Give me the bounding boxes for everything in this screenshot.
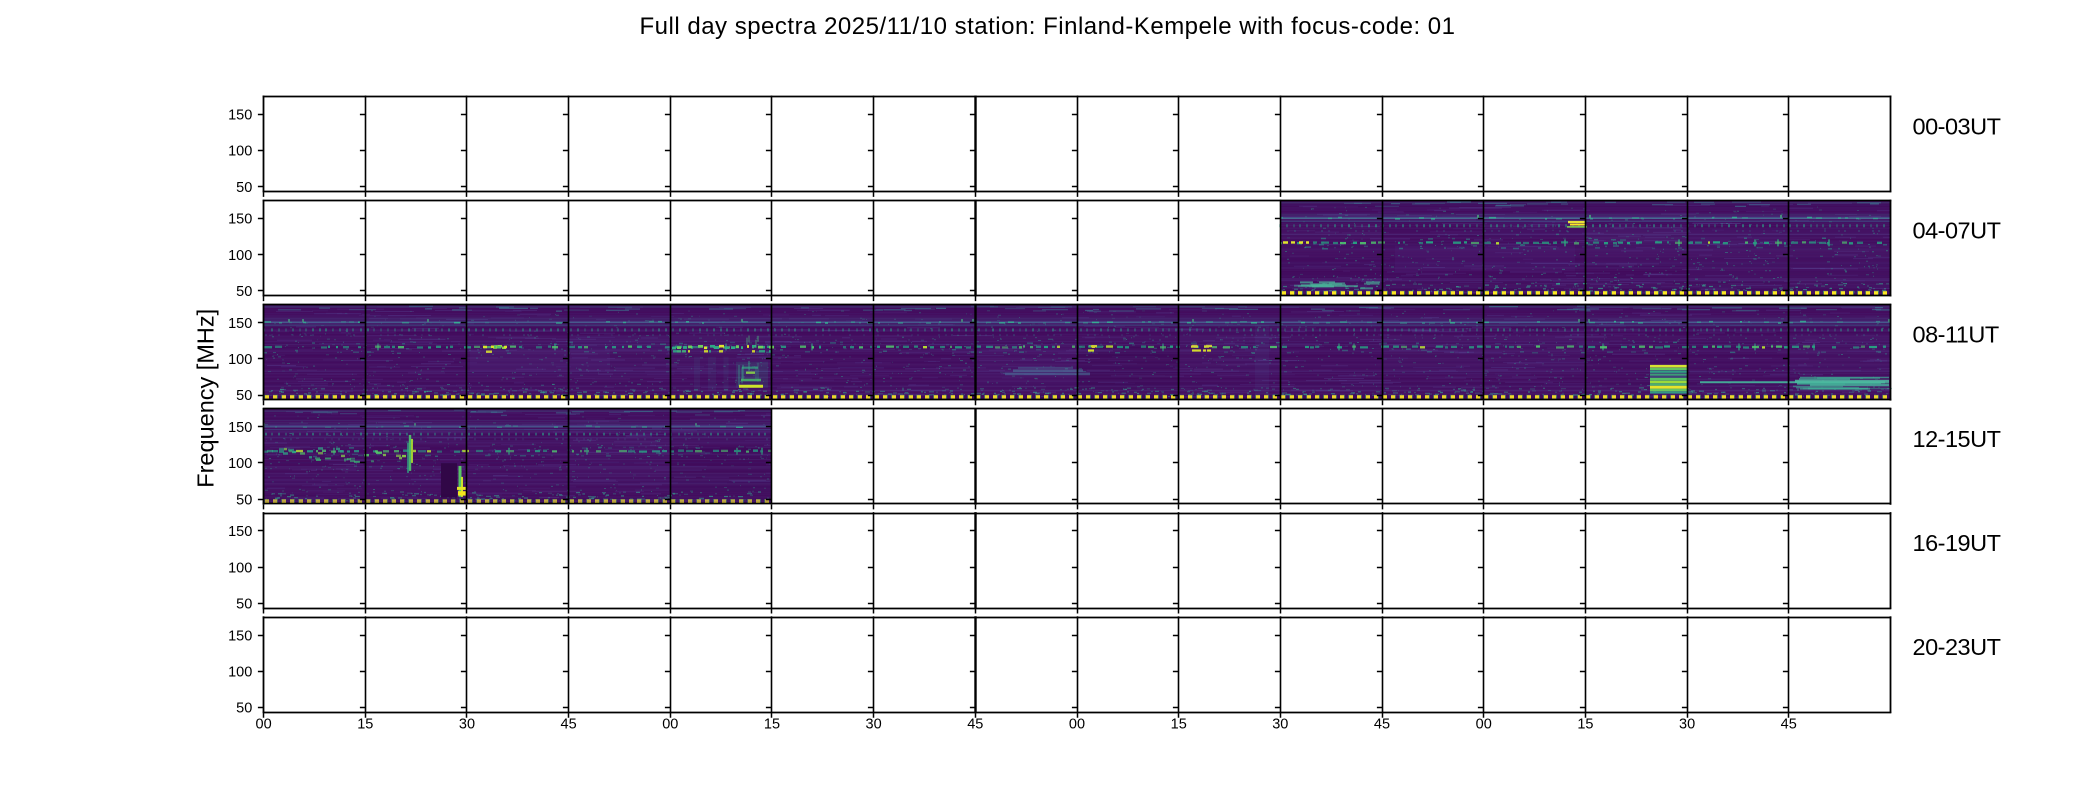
svg-text:00: 00 xyxy=(1069,717,1085,733)
svg-text:100: 100 xyxy=(228,665,252,681)
svg-text:100: 100 xyxy=(228,248,252,264)
svg-text:50: 50 xyxy=(236,284,252,300)
svg-text:04-07UT: 04-07UT xyxy=(1913,218,2001,244)
svg-text:Full day spectra 2025/11/10 st: Full day spectra 2025/11/10 station: Fin… xyxy=(640,13,1456,40)
svg-text:150: 150 xyxy=(228,108,252,124)
svg-text:50: 50 xyxy=(236,180,252,196)
svg-text:45: 45 xyxy=(1781,717,1797,733)
svg-text:150: 150 xyxy=(228,420,252,436)
svg-text:45: 45 xyxy=(967,717,983,733)
svg-text:45: 45 xyxy=(561,717,577,733)
svg-text:15: 15 xyxy=(1171,717,1187,733)
svg-text:30: 30 xyxy=(459,717,475,733)
svg-text:08-11UT: 08-11UT xyxy=(1913,322,1999,348)
svg-text:100: 100 xyxy=(228,144,252,160)
svg-text:Frequency [MHz]: Frequency [MHz] xyxy=(193,309,219,488)
svg-text:100: 100 xyxy=(228,456,252,472)
svg-text:15: 15 xyxy=(1577,717,1593,733)
svg-text:30: 30 xyxy=(866,717,882,733)
svg-text:150: 150 xyxy=(228,212,252,228)
svg-text:15: 15 xyxy=(357,717,373,733)
svg-text:50: 50 xyxy=(236,492,252,508)
svg-text:50: 50 xyxy=(236,388,252,404)
svg-text:150: 150 xyxy=(228,524,252,540)
svg-text:30: 30 xyxy=(1272,717,1288,733)
svg-text:150: 150 xyxy=(228,316,252,332)
svg-text:30: 30 xyxy=(1679,717,1695,733)
svg-text:00: 00 xyxy=(256,717,272,733)
svg-text:100: 100 xyxy=(228,352,252,368)
svg-text:16-19UT: 16-19UT xyxy=(1913,530,2001,556)
svg-text:50: 50 xyxy=(236,701,252,717)
svg-text:50: 50 xyxy=(236,597,252,613)
svg-text:12-15UT: 12-15UT xyxy=(1913,426,2001,452)
svg-text:150: 150 xyxy=(228,628,252,644)
svg-text:20-23UT: 20-23UT xyxy=(1913,634,2001,660)
svg-text:15: 15 xyxy=(764,717,780,733)
svg-text:100: 100 xyxy=(228,560,252,576)
svg-text:00: 00 xyxy=(662,717,678,733)
svg-text:45: 45 xyxy=(1374,717,1390,733)
svg-text:00-03UT: 00-03UT xyxy=(1913,113,2001,139)
svg-text:00: 00 xyxy=(1476,717,1492,733)
